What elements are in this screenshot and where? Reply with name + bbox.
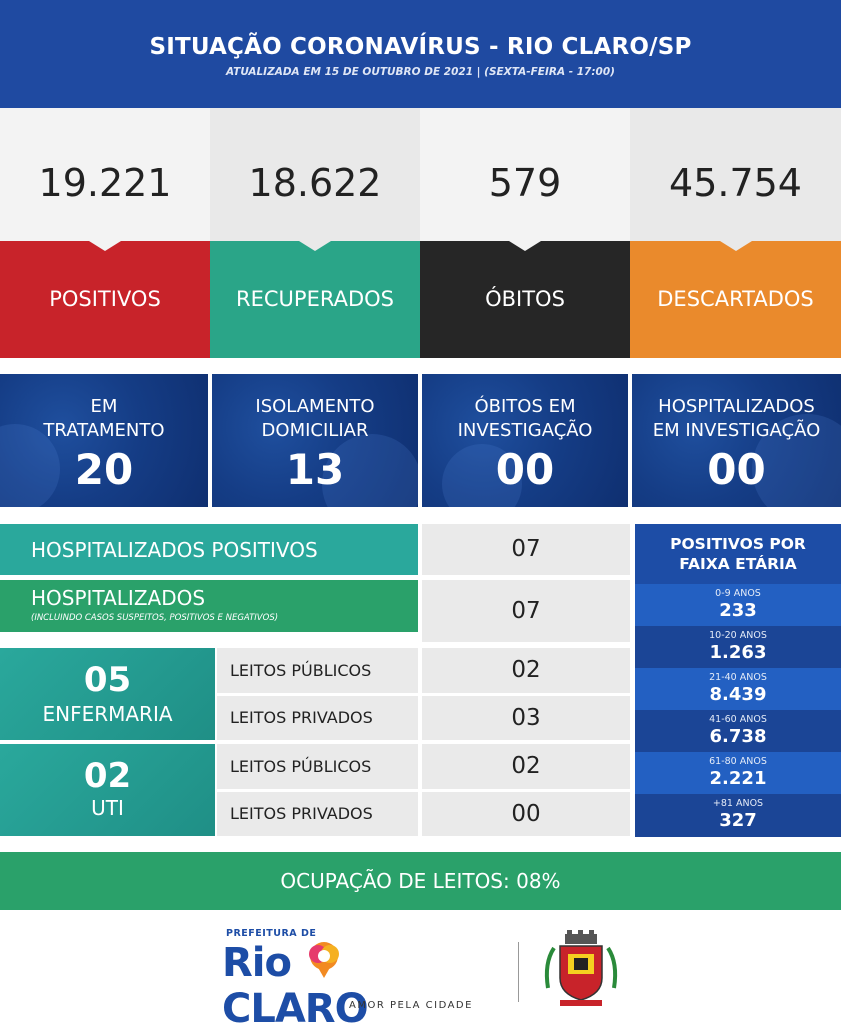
- stat-positivos: 19.221 POSITIVOS: [0, 108, 210, 358]
- hospitalizados-value: 07: [422, 580, 630, 642]
- hospitalizados-positivos-label: HOSPITALIZADOS POSITIVOS: [31, 538, 318, 562]
- card-value: 00: [707, 445, 766, 494]
- age-range: 21-40 ANOS: [709, 672, 767, 683]
- age-value: 2.221: [709, 768, 767, 789]
- card-isolamento-domiciliar: ISOLAMENTO DOMICILIAR 13: [212, 374, 418, 507]
- age-row: 21-40 ANOS 8.439: [635, 668, 841, 710]
- age-range: 0-9 ANOS: [715, 588, 761, 599]
- rio-claro-logo: PREFEITURA DE Rio CLARO AMOR PELA CIDADE: [222, 928, 502, 1024]
- header-banner: SITUAÇÃO CORONAVÍRUS - RIO CLARO/SP ATUA…: [0, 0, 841, 108]
- age-range: 10-20 ANOS: [709, 630, 767, 641]
- age-row: 0-9 ANOS 233: [635, 584, 841, 626]
- age-row: +81 ANOS 327: [635, 794, 841, 837]
- logo-prefeitura-text: PREFEITURA DE: [226, 928, 317, 939]
- enfermaria-privados-value: 03: [422, 696, 630, 740]
- age-row: 10-20 ANOS 1.263: [635, 626, 841, 668]
- card-value: 13: [285, 445, 345, 494]
- update-subtitle: ATUALIZADA EM 15 DE OUTUBRO DE 2021 | (S…: [226, 66, 615, 78]
- age-range: +81 ANOS: [712, 798, 764, 809]
- enfermaria-card: 05 ENFERMARIA: [0, 648, 215, 740]
- hospitalizados-note: (INCLUINDO CASOS SUSPEITOS, POSITIVOS E …: [31, 613, 279, 623]
- uti-privados-value: 00: [422, 792, 630, 836]
- enfermaria-label: ENFERMARIA: [42, 702, 173, 726]
- enfermaria-publicos-label: LEITOS PÚBLICOS: [217, 648, 418, 693]
- age-range: 41-60 ANOS: [709, 714, 767, 725]
- card-em-tratamento: EM TRATAMENTO 20: [0, 374, 208, 507]
- card-obitos-investigacao: ÓBITOS EM INVESTIGAÇÃO 00: [422, 374, 628, 507]
- hospitalizados-positivos-value: 07: [422, 524, 630, 575]
- age-panel-title: POSITIVOS POR FAIXA ETÁRIA: [670, 535, 806, 573]
- stat-value: 579: [488, 161, 562, 205]
- footer-divider: [518, 942, 519, 1002]
- stat-label: DESCARTADOS: [657, 287, 814, 311]
- enfermaria-privados-label: LEITOS PRIVADOS: [217, 696, 418, 740]
- card-value: 20: [74, 445, 134, 494]
- age-value: 6.738: [709, 726, 767, 747]
- hospitalizados-label: HOSPITALIZADOS: [31, 586, 206, 610]
- age-value: 327: [719, 810, 757, 831]
- city-crest-icon: [540, 928, 622, 1014]
- enfermaria-publicos-value: 02: [422, 648, 630, 693]
- stat-label: ÓBITOS: [485, 287, 565, 311]
- age-value: 8.439: [709, 684, 767, 705]
- heart-pin-icon: [304, 940, 344, 980]
- card-value: 00: [495, 445, 555, 494]
- age-panel: POSITIVOS POR FAIXA ETÁRIA 0-9 ANOS 233 …: [635, 524, 841, 837]
- age-value: 233: [719, 600, 757, 621]
- stat-obitos: 579 ÓBITOS: [420, 108, 630, 358]
- age-row: 61-80 ANOS 2.221: [635, 752, 841, 794]
- stat-label: RECUPERADOS: [236, 287, 394, 311]
- uti-card: 02 UTI: [0, 744, 215, 836]
- virus-decor: [442, 444, 522, 507]
- uti-publicos-value: 02: [422, 744, 630, 789]
- card-hospitalizados-investigacao: HOSPITALIZADOS EM INVESTIGAÇÃO 00: [632, 374, 841, 507]
- enfermaria-value: 05: [83, 660, 132, 700]
- hospitalizados-positivos-bar: HOSPITALIZADOS POSITIVOS: [0, 524, 418, 575]
- virus-decor: [752, 414, 841, 507]
- logo-tagline: AMOR PELA CIDADE: [349, 1000, 473, 1011]
- age-range: 61-80 ANOS: [709, 756, 767, 767]
- stat-value: 18.622: [248, 161, 382, 205]
- stat-value: 19.221: [38, 161, 172, 205]
- uti-privados-label: LEITOS PRIVADOS: [217, 792, 418, 836]
- page-title: SITUAÇÃO CORONAVÍRUS - RIO CLARO/SP: [149, 34, 692, 60]
- uti-value: 02: [83, 756, 132, 796]
- hospitalizados-bar: HOSPITALIZADOS (INCLUINDO CASOS SUSPEITO…: [0, 580, 418, 632]
- stat-descartados: 45.754 DESCARTADOS: [630, 108, 841, 358]
- age-row: 41-60 ANOS 6.738: [635, 710, 841, 752]
- logo-rio-text: Rio: [222, 940, 292, 986]
- stat-recuperados: 18.622 RECUPERADOS: [210, 108, 420, 358]
- uti-publicos-label: LEITOS PÚBLICOS: [217, 744, 418, 789]
- stat-value: 45.754: [669, 161, 802, 205]
- stat-label: POSITIVOS: [49, 287, 161, 311]
- virus-decor: [322, 434, 418, 507]
- age-value: 1.263: [709, 642, 767, 663]
- footer: PREFEITURA DE Rio CLARO AMOR PELA CIDADE: [0, 910, 841, 1024]
- logo-claro-text: CLARO: [222, 986, 369, 1024]
- uti-label: UTI: [91, 796, 124, 820]
- occupancy-bar: OCUPAÇÃO DE LEITOS: 08%: [0, 852, 841, 910]
